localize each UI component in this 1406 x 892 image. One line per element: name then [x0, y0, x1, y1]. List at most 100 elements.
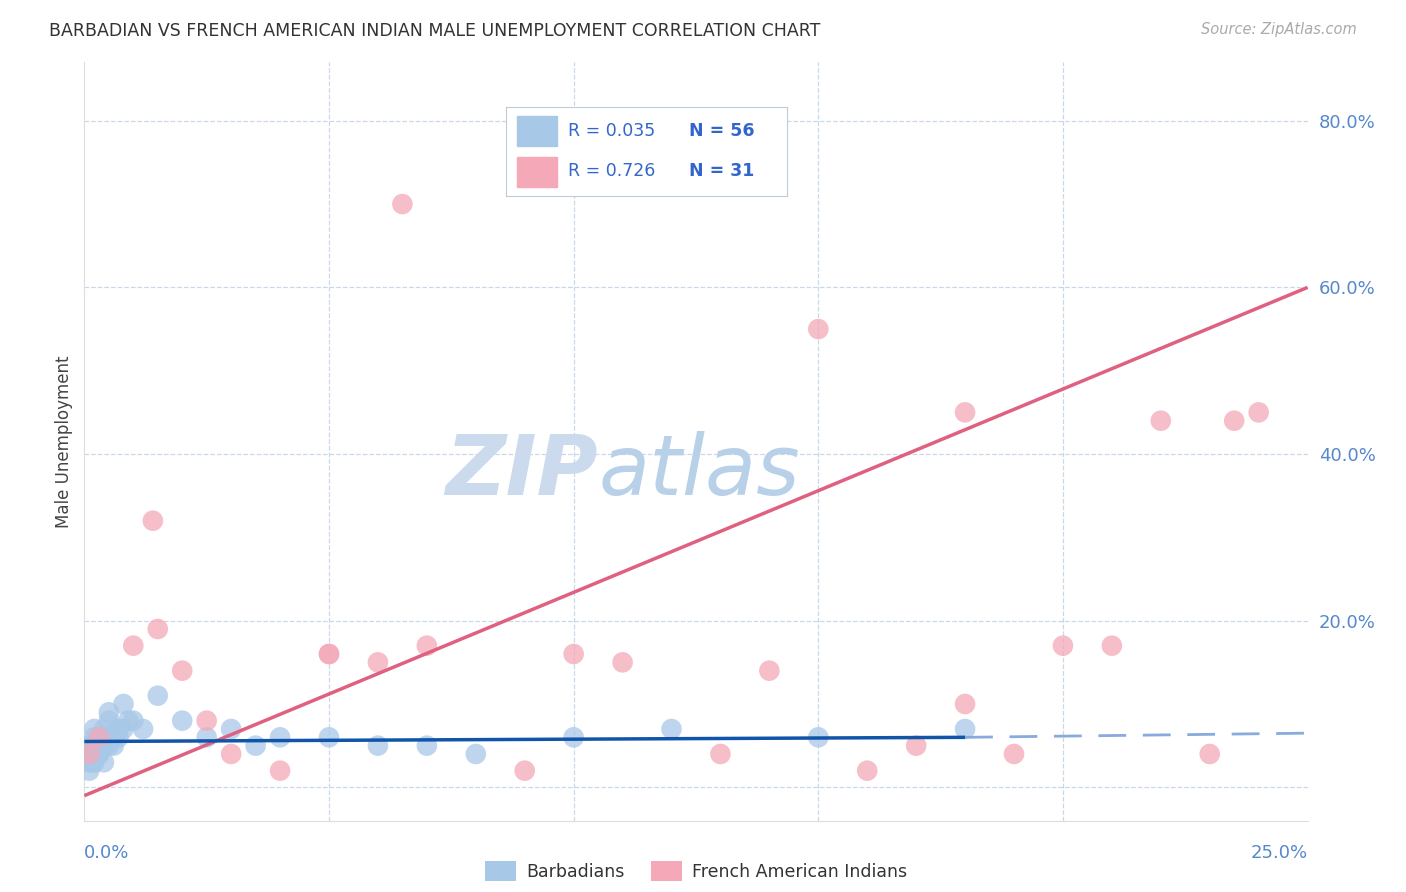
Point	[269, 731, 291, 745]
Point	[856, 764, 879, 778]
Bar	[517, 116, 557, 146]
Text: BARBADIAN VS FRENCH AMERICAN INDIAN MALE UNEMPLOYMENT CORRELATION CHART: BARBADIAN VS FRENCH AMERICAN INDIAN MALE…	[49, 22, 821, 40]
Point	[1223, 414, 1246, 428]
Point	[318, 647, 340, 661]
Point	[318, 731, 340, 745]
Point	[97, 714, 120, 728]
Text: R = 0.726: R = 0.726	[568, 162, 655, 180]
Point	[219, 747, 242, 761]
Text: R = 0.035: R = 0.035	[568, 122, 655, 140]
Point	[1198, 747, 1220, 761]
Point	[1247, 405, 1270, 419]
Point	[117, 714, 139, 728]
Point	[77, 764, 100, 778]
Point	[661, 722, 683, 736]
Text: N = 56: N = 56	[689, 122, 755, 140]
Point	[97, 706, 120, 720]
Point	[195, 714, 218, 728]
Point	[416, 739, 439, 753]
Point	[416, 639, 439, 653]
Point	[97, 739, 120, 753]
Text: Source: ZipAtlas.com: Source: ZipAtlas.com	[1201, 22, 1357, 37]
Point	[367, 739, 389, 753]
Legend: Barbadians, French American Indians: Barbadians, French American Indians	[478, 854, 914, 888]
Point	[122, 714, 145, 728]
Point	[122, 639, 145, 653]
Point	[97, 731, 120, 745]
Point	[87, 747, 110, 761]
Point	[245, 739, 267, 753]
Y-axis label: Male Unemployment: Male Unemployment	[55, 355, 73, 528]
Text: ZIP: ZIP	[446, 432, 598, 512]
Point	[172, 714, 194, 728]
Point	[807, 731, 830, 745]
Point	[513, 764, 536, 778]
Point	[93, 756, 115, 770]
Point	[612, 656, 634, 670]
Point	[562, 731, 585, 745]
Bar	[517, 157, 557, 187]
Point	[83, 722, 105, 736]
Point	[83, 747, 105, 761]
Point	[77, 739, 100, 753]
Point	[269, 764, 291, 778]
Point	[132, 722, 155, 736]
Point	[112, 722, 135, 736]
Point	[562, 647, 585, 661]
Point	[93, 739, 115, 753]
Point	[807, 322, 830, 336]
Point	[77, 747, 100, 761]
Point	[464, 747, 486, 761]
Point	[146, 622, 169, 636]
Point	[77, 756, 100, 770]
Point	[107, 722, 129, 736]
Point	[93, 739, 115, 753]
Point	[93, 731, 115, 745]
Point	[83, 747, 105, 761]
Point	[709, 747, 731, 761]
Point	[318, 647, 340, 661]
Point	[83, 747, 105, 761]
Point	[83, 756, 105, 770]
Point	[87, 747, 110, 761]
Point	[107, 722, 129, 736]
Point	[93, 731, 115, 745]
Point	[87, 739, 110, 753]
Point	[1150, 414, 1173, 428]
Point	[953, 405, 976, 419]
Point	[83, 739, 105, 753]
Point	[146, 689, 169, 703]
Point	[103, 739, 125, 753]
Point	[97, 731, 120, 745]
Point	[107, 731, 129, 745]
Text: atlas: atlas	[598, 432, 800, 512]
Point	[391, 197, 413, 211]
Point	[93, 722, 115, 736]
Point	[83, 756, 105, 770]
Point	[87, 739, 110, 753]
Point	[103, 731, 125, 745]
Point	[87, 731, 110, 745]
Point	[77, 756, 100, 770]
Point	[953, 697, 976, 711]
Point	[112, 697, 135, 711]
Text: 25.0%: 25.0%	[1250, 844, 1308, 862]
Point	[87, 747, 110, 761]
Text: 0.0%: 0.0%	[84, 844, 129, 862]
Point	[219, 722, 242, 736]
Point	[758, 664, 780, 678]
Point	[87, 739, 110, 753]
Point	[953, 722, 976, 736]
Point	[83, 731, 105, 745]
Point	[103, 731, 125, 745]
Point	[87, 739, 110, 753]
Point	[1101, 639, 1123, 653]
Point	[195, 731, 218, 745]
Point	[142, 514, 165, 528]
Point	[905, 739, 928, 753]
Point	[77, 747, 100, 761]
Point	[1052, 639, 1074, 653]
Point	[1002, 747, 1025, 761]
Point	[172, 664, 194, 678]
Point	[367, 656, 389, 670]
